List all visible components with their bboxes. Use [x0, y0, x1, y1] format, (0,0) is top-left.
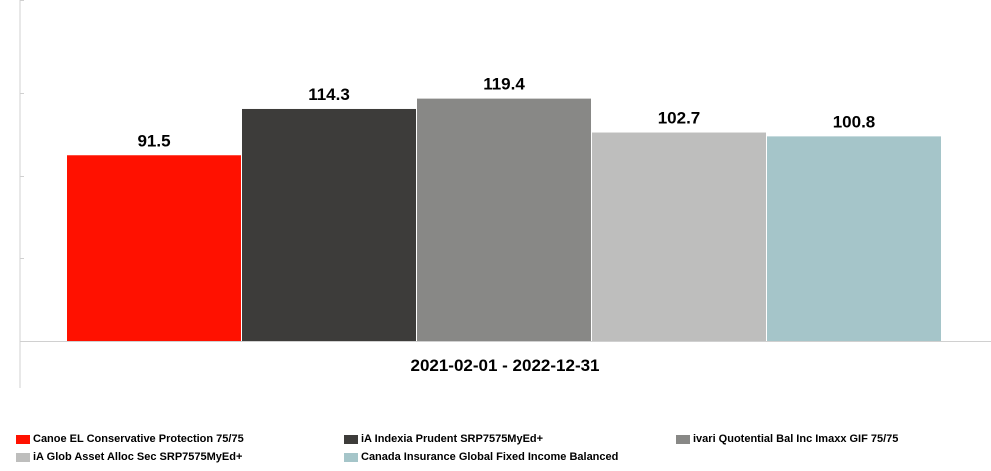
- bar-value-label-5: 100.8: [833, 112, 876, 131]
- bar-value-label-4: 102.7: [658, 109, 701, 128]
- legend-item-5: Canada Insurance Global Fixed Income Bal…: [344, 451, 618, 463]
- legend-swatch: [16, 434, 30, 444]
- legend-item-3: ivari Quotential Bal Inc Imaxx GIF 75/75: [676, 433, 898, 445]
- bars-group: [67, 98, 941, 341]
- legend-label: Canada Insurance Global Fixed Income Bal…: [361, 451, 619, 463]
- bar-2: [242, 108, 416, 341]
- legend-label: Canoe EL Conservative Protection 75/75: [33, 433, 244, 445]
- category-label: 2021-02-01 - 2022-12-31: [410, 356, 599, 375]
- legend-label: iA Indexia Prudent SRP7575MyEd+: [361, 433, 544, 445]
- legend-label: iA Glob Asset Alloc Sec SRP7575MyEd+: [33, 451, 243, 463]
- chart-axes: [19, 0, 991, 388]
- legend-swatch: [344, 434, 358, 444]
- bar-value-label-2: 114.3: [308, 85, 350, 104]
- legend-swatch: [676, 434, 690, 444]
- legend-swatch: [16, 452, 30, 462]
- legend-swatch: [344, 452, 358, 462]
- bar-1: [67, 155, 241, 341]
- bar-value-label-1: 91.5: [137, 131, 170, 150]
- legend-item-2: iA Indexia Prudent SRP7575MyEd+: [344, 433, 543, 445]
- value-labels-group: 91.5 114.3 119.4 102.7 100.8: [137, 75, 875, 151]
- bar-5: [767, 136, 941, 341]
- legend-item-1: Canoe EL Conservative Protection 75/75: [16, 433, 244, 445]
- bar-4: [592, 132, 766, 341]
- bar-chart: 91.5 114.3 119.4 102.7 100.8 2021-02-01 - 20…: [19, 0, 991, 388]
- bar-value-label-3: 119.4: [483, 75, 525, 94]
- bar-3: [417, 98, 591, 341]
- legend-item-4: iA Glob Asset Alloc Sec SRP7575MyEd+: [16, 451, 242, 463]
- legend-label: ivari Quotential Bal Inc Imaxx GIF 75/75: [693, 433, 899, 445]
